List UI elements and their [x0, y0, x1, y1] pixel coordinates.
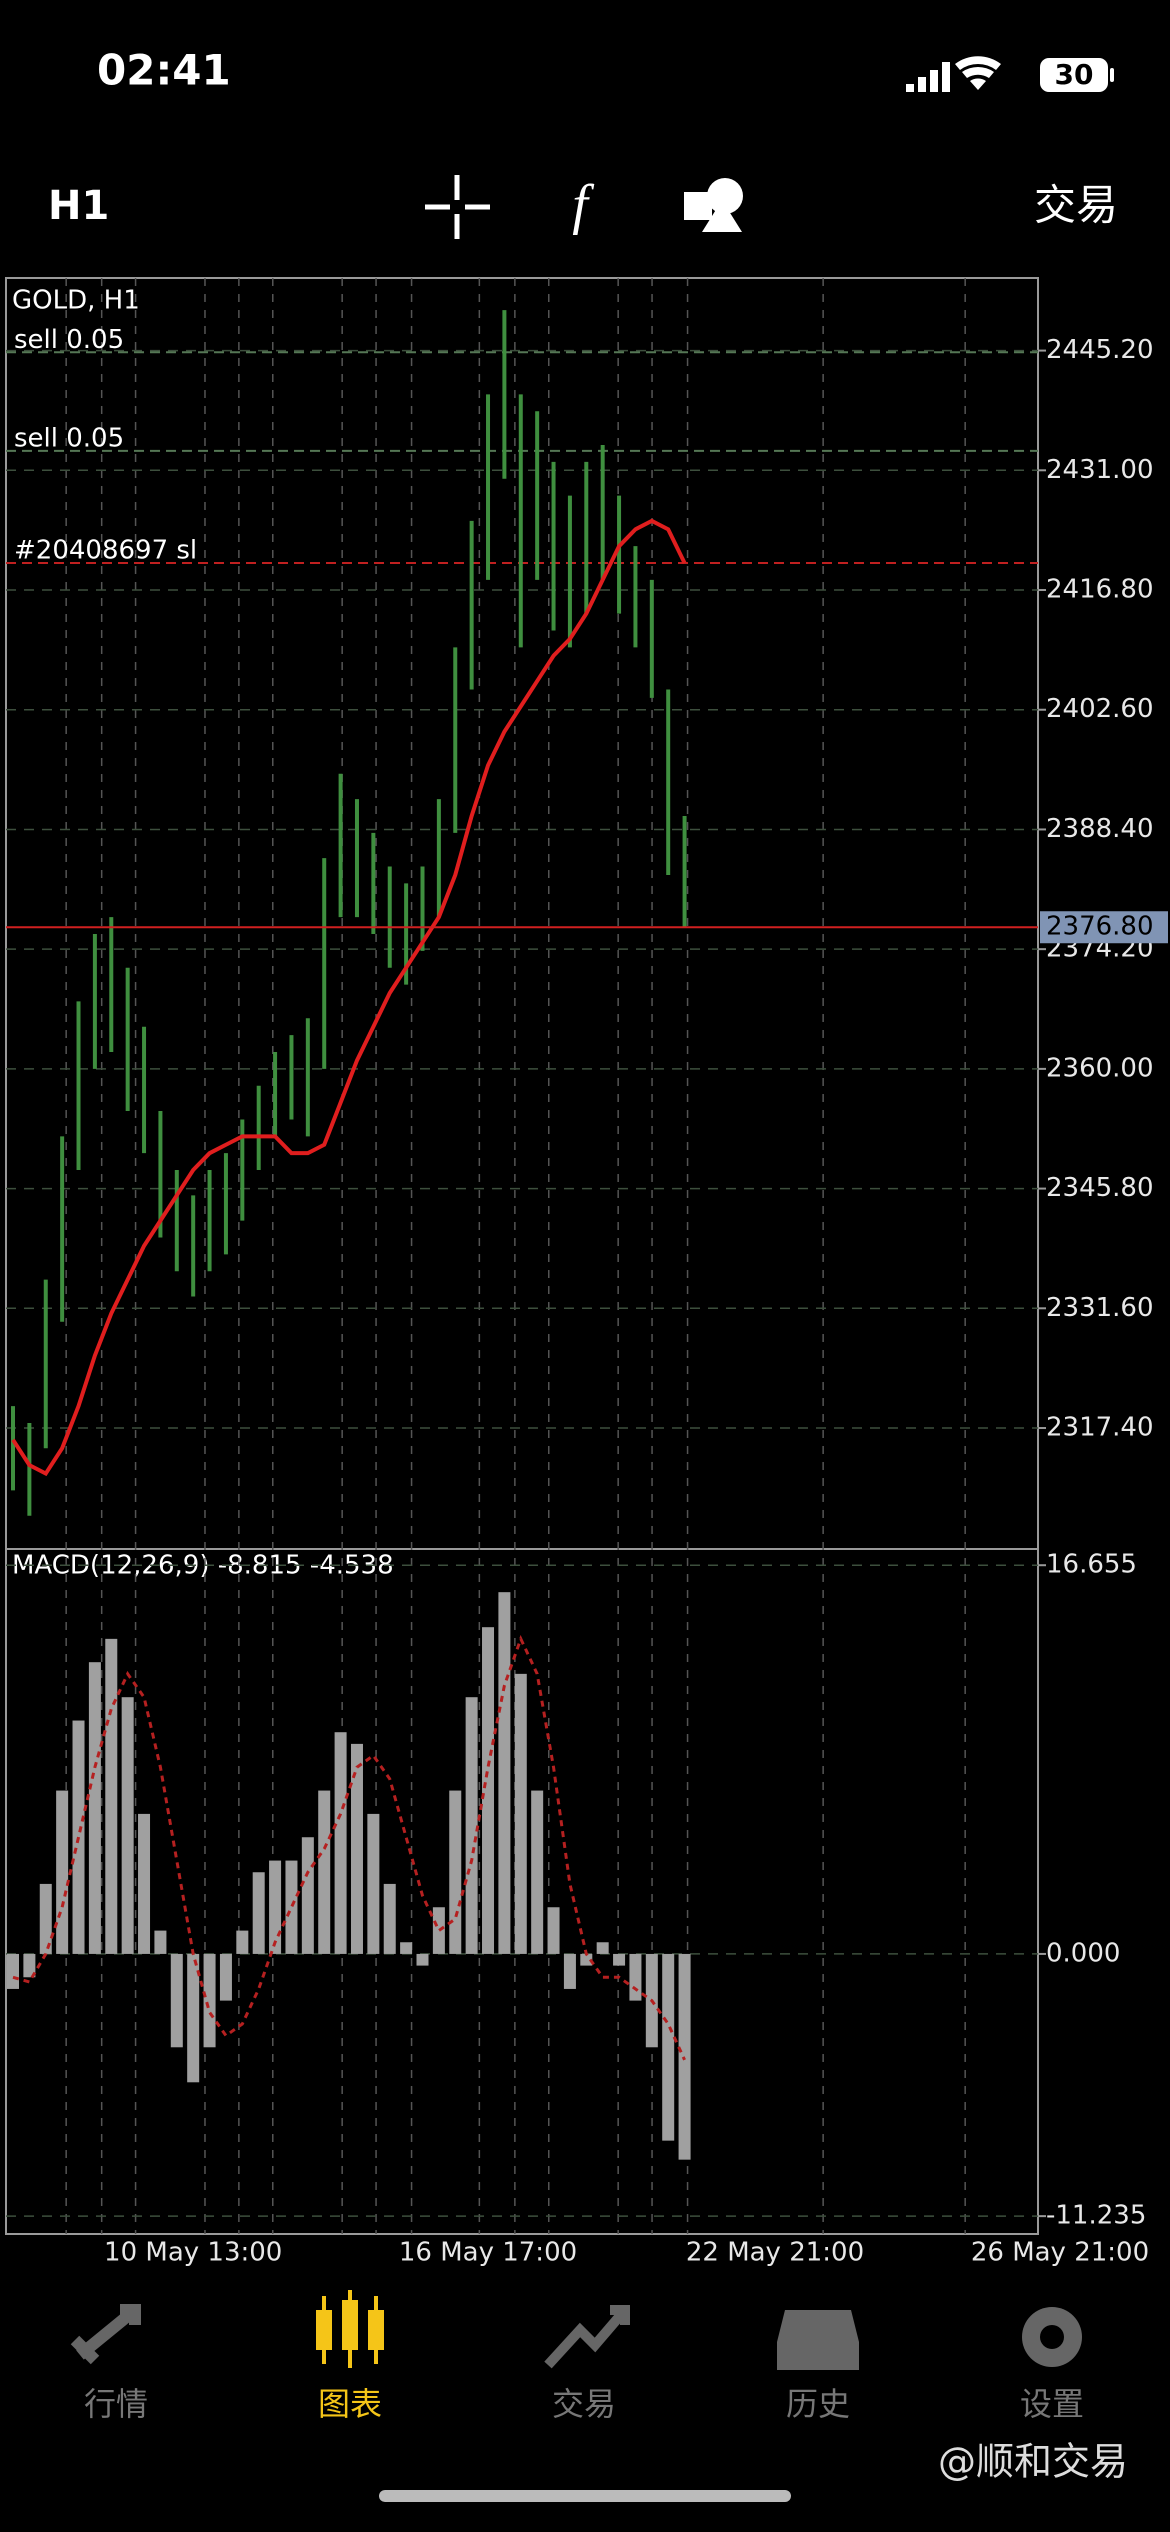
macd-bar	[465, 1697, 478, 1954]
last-price-box	[1040, 911, 1168, 944]
macd-bar	[662, 1953, 675, 2141]
macd-bar	[531, 1790, 544, 1954]
macd-bar	[154, 1930, 167, 1954]
macd-bar	[482, 1627, 495, 1954]
macd-bar	[629, 1953, 642, 2001]
objects-button[interactable]	[684, 178, 743, 232]
y-tick-label: 0.000	[1046, 1938, 1120, 1968]
tab-label[interactable]: 历史	[786, 2385, 850, 2423]
tab-label[interactable]: 交易	[552, 2385, 616, 2423]
x-tick-label: 22 May 21:00	[686, 2238, 864, 2268]
macd-bar	[7, 1953, 19, 1989]
macd-bar	[563, 1953, 576, 1989]
macd-bar	[449, 1790, 462, 1954]
indicator-button[interactable]: f	[572, 174, 595, 236]
y-tick-label: 2431.00	[1046, 455, 1154, 485]
macd-bar	[236, 1930, 249, 1954]
y-tick-label: 2360.00	[1046, 1053, 1154, 1083]
y-tick-label: 2402.60	[1046, 694, 1154, 724]
macd-bar	[318, 1790, 331, 1954]
battery-level: 30	[1055, 58, 1094, 91]
y-tick-label: 2331.60	[1046, 1293, 1154, 1323]
crosshair-button[interactable]	[425, 175, 490, 239]
macd-bar	[23, 1953, 36, 1978]
y-tick-label: 2388.40	[1046, 814, 1154, 844]
macd-bar	[416, 1953, 429, 1966]
macd-bar	[400, 1942, 413, 1954]
status-icons	[906, 56, 1114, 92]
y-tick-label: 2345.80	[1046, 1173, 1154, 1203]
macd-bar	[105, 1638, 118, 1954]
order-label: sell 0.05	[14, 423, 124, 453]
moving-average	[11, 518, 687, 1477]
tab-icon	[70, 2304, 141, 2365]
macd-bar	[383, 1883, 396, 1954]
macd-bar	[269, 1860, 282, 1954]
macd-bar	[170, 1953, 183, 2048]
signal-line	[12, 1634, 686, 2061]
order-label: sell 0.05	[14, 325, 124, 355]
tab-icon	[316, 2290, 384, 2368]
timeframe-button[interactable]: H1	[48, 183, 109, 229]
macd-bar	[547, 1907, 560, 1954]
home-indicator	[379, 2490, 791, 2502]
trade-button[interactable]: 交易	[1034, 181, 1118, 230]
tab-bar	[70, 2290, 1082, 2370]
x-tick-label: 10 May 13:00	[104, 2238, 282, 2268]
chart-title: GOLD, H1	[12, 286, 140, 316]
macd-bar	[285, 1860, 298, 1954]
x-tick-label: 26 May 21:00	[971, 2238, 1149, 2268]
macd-bar	[39, 1883, 52, 1954]
status-time: 02:41	[97, 46, 231, 95]
macd-bar	[203, 1953, 216, 2048]
tab-label[interactable]: 设置	[1020, 2385, 1084, 2423]
watermark: @顺和交易	[938, 2440, 1128, 2484]
macd-bar	[301, 1837, 314, 1954]
macd-bar	[514, 1673, 527, 1954]
tab-icon	[777, 2310, 859, 2370]
y-tick-label: 2317.40	[1046, 1413, 1154, 1443]
macd-bar	[367, 1813, 380, 1954]
macd-bar	[613, 1953, 626, 1966]
y-tick-label: 2445.20	[1046, 335, 1154, 365]
y-tick-label: 2416.80	[1046, 575, 1154, 605]
macd-bar	[88, 1662, 101, 1954]
tab-label[interactable]: 行情	[84, 2385, 148, 2423]
macd-bar	[432, 1907, 445, 1954]
chart-frame	[5, 277, 1039, 2235]
macd-bar	[187, 1953, 200, 2083]
x-tick-label: 16 May 17:00	[399, 2238, 577, 2268]
order-label: #20408697 sl	[14, 536, 197, 566]
last-price-label: 2376.80	[1046, 912, 1154, 942]
macd-bar	[56, 1790, 69, 1954]
y-tick-label: -11.235	[1046, 2201, 1146, 2231]
macd-bar	[596, 1942, 609, 1954]
tab-label[interactable]: 图表	[318, 2385, 382, 2423]
tab-icon	[544, 2305, 630, 2369]
macd-bar	[219, 1953, 232, 2001]
macd-bar	[350, 1743, 363, 1954]
macd-bar	[138, 1813, 151, 1954]
macd-bar	[498, 1592, 511, 1954]
macd-bar	[252, 1872, 265, 1954]
y-tick-label: 16.655	[1046, 1550, 1137, 1580]
macd-bar	[334, 1732, 347, 1954]
macd-bar	[121, 1697, 134, 1954]
macd-bar	[580, 1953, 593, 1966]
